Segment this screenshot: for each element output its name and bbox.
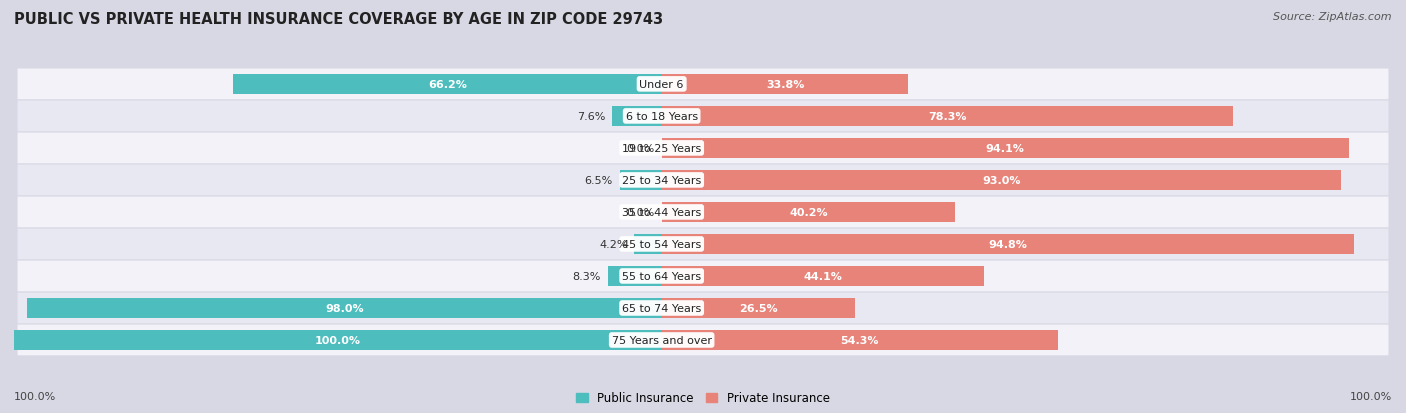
Bar bbox=[662, 202, 955, 222]
Text: 94.8%: 94.8% bbox=[988, 240, 1028, 249]
Bar bbox=[662, 235, 1354, 254]
Text: 6.5%: 6.5% bbox=[585, 176, 613, 185]
FancyBboxPatch shape bbox=[17, 293, 1389, 323]
Text: 44.1%: 44.1% bbox=[803, 271, 842, 281]
Bar bbox=[620, 171, 662, 190]
Bar bbox=[233, 75, 662, 95]
Text: 33.8%: 33.8% bbox=[766, 80, 804, 90]
Text: 94.1%: 94.1% bbox=[986, 144, 1025, 154]
Bar bbox=[607, 266, 662, 286]
Bar bbox=[662, 298, 855, 318]
Text: 0.0%: 0.0% bbox=[627, 144, 655, 154]
Bar bbox=[662, 107, 1233, 126]
Text: 66.2%: 66.2% bbox=[427, 80, 467, 90]
FancyBboxPatch shape bbox=[17, 69, 1389, 100]
Text: 35 to 44 Years: 35 to 44 Years bbox=[621, 207, 702, 217]
FancyBboxPatch shape bbox=[17, 133, 1389, 164]
Text: 0.0%: 0.0% bbox=[627, 207, 655, 217]
FancyBboxPatch shape bbox=[17, 229, 1389, 260]
Text: 25 to 34 Years: 25 to 34 Years bbox=[621, 176, 702, 185]
Text: 78.3%: 78.3% bbox=[928, 112, 967, 121]
FancyBboxPatch shape bbox=[17, 197, 1389, 228]
Bar bbox=[14, 330, 662, 350]
Bar bbox=[662, 330, 1059, 350]
FancyBboxPatch shape bbox=[17, 325, 1389, 356]
Text: 65 to 74 Years: 65 to 74 Years bbox=[621, 303, 702, 313]
Bar bbox=[662, 139, 1348, 159]
Text: 98.0%: 98.0% bbox=[325, 303, 364, 313]
Text: 26.5%: 26.5% bbox=[740, 303, 778, 313]
Text: 54.3%: 54.3% bbox=[841, 335, 879, 345]
FancyBboxPatch shape bbox=[17, 165, 1389, 196]
Text: 93.0%: 93.0% bbox=[981, 176, 1021, 185]
Text: 100.0%: 100.0% bbox=[315, 335, 361, 345]
Text: Source: ZipAtlas.com: Source: ZipAtlas.com bbox=[1274, 12, 1392, 22]
Text: 8.3%: 8.3% bbox=[572, 271, 600, 281]
Text: PUBLIC VS PRIVATE HEALTH INSURANCE COVERAGE BY AGE IN ZIP CODE 29743: PUBLIC VS PRIVATE HEALTH INSURANCE COVER… bbox=[14, 12, 664, 27]
Text: 6 to 18 Years: 6 to 18 Years bbox=[626, 112, 697, 121]
Bar bbox=[27, 298, 662, 318]
Text: 55 to 64 Years: 55 to 64 Years bbox=[621, 271, 702, 281]
Text: 19 to 25 Years: 19 to 25 Years bbox=[621, 144, 702, 154]
Text: 100.0%: 100.0% bbox=[14, 391, 56, 401]
Text: 4.2%: 4.2% bbox=[599, 240, 627, 249]
Bar bbox=[662, 75, 908, 95]
Text: 40.2%: 40.2% bbox=[789, 207, 828, 217]
Text: 100.0%: 100.0% bbox=[1350, 391, 1392, 401]
Text: 45 to 54 Years: 45 to 54 Years bbox=[621, 240, 702, 249]
Bar bbox=[662, 171, 1341, 190]
FancyBboxPatch shape bbox=[17, 101, 1389, 132]
Text: Under 6: Under 6 bbox=[640, 80, 683, 90]
Bar bbox=[662, 266, 984, 286]
Legend: Public Insurance, Private Insurance: Public Insurance, Private Insurance bbox=[571, 387, 835, 409]
FancyBboxPatch shape bbox=[17, 261, 1389, 292]
Bar bbox=[613, 107, 662, 126]
Bar bbox=[634, 235, 662, 254]
Text: 7.6%: 7.6% bbox=[578, 112, 606, 121]
Text: 75 Years and over: 75 Years and over bbox=[612, 335, 711, 345]
